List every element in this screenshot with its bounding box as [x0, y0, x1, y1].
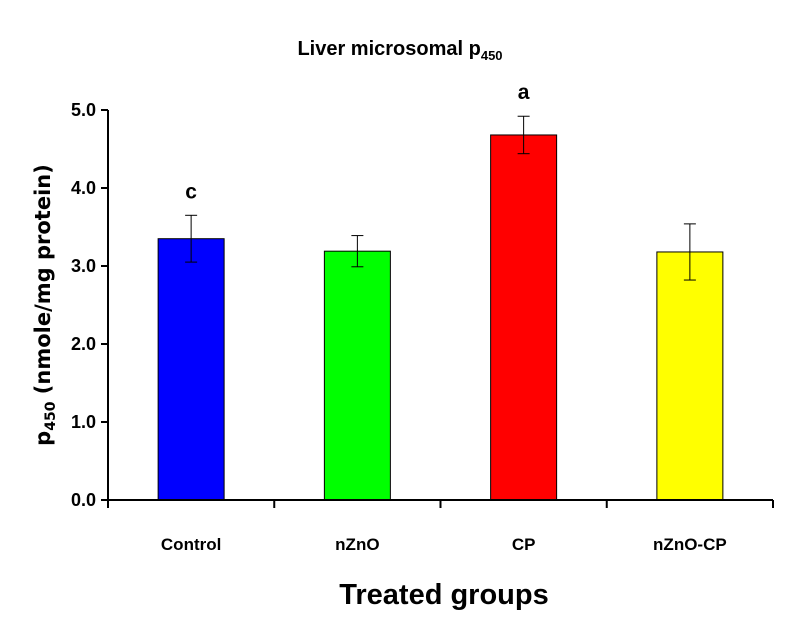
y-tick-label: 5.0 — [71, 100, 96, 120]
y-tick-label: 1.0 — [71, 412, 96, 432]
significance-labels-group: ca — [185, 81, 530, 203]
y-ticks-group: 0.0 1.0 2.0 3.0 4.0 5.0 — [71, 100, 108, 510]
category-label: CP — [512, 535, 536, 554]
bar-nzno — [323, 250, 391, 501]
error-bar-nzno-cp — [683, 223, 696, 281]
error-bar-cp — [517, 115, 530, 155]
x-ticks-group: Control nZnO CP nZnO-CP — [107, 500, 774, 554]
bar-nzno-cp — [656, 251, 724, 501]
y-tick-label: 0.0 — [71, 490, 96, 510]
error-bars-group — [185, 115, 696, 281]
y-tick-label: 3.0 — [71, 256, 96, 276]
bars-group — [157, 134, 724, 501]
significance-label: c — [185, 180, 197, 203]
category-label: nZnO — [335, 535, 379, 554]
x-axis-label: Treated groups — [339, 579, 549, 611]
category-label: Control — [161, 535, 221, 554]
significance-label: a — [518, 81, 530, 104]
y-tick-label: 4.0 — [71, 178, 96, 198]
chart-title: Liver microsomal p450 — [297, 38, 502, 63]
y-axis-label: p450 (nmole/mg protein) — [31, 164, 59, 446]
error-bar-control — [185, 214, 198, 263]
bar-cp — [490, 134, 558, 501]
error-bar-nzno — [351, 235, 364, 268]
category-label: nZnO-CP — [653, 535, 727, 554]
y-tick-label: 2.0 — [71, 334, 96, 354]
bar-control — [157, 238, 225, 501]
